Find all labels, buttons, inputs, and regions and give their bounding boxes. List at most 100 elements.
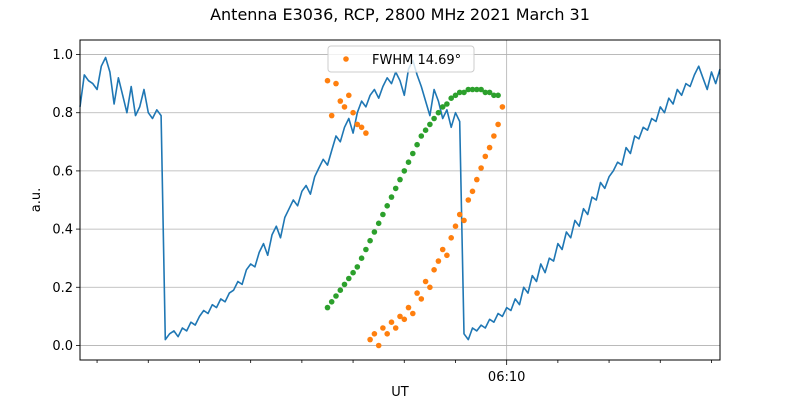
data-point-series-1	[324, 77, 331, 84]
data-point-series-1	[461, 217, 467, 224]
data-point-series-1	[465, 197, 472, 203]
data-point-series-2	[341, 281, 348, 288]
data-point-series-1	[448, 235, 455, 241]
data-point-series-1	[427, 284, 433, 291]
data-point-series-1	[367, 336, 373, 343]
data-point-series-1	[491, 133, 497, 139]
chart-title: Antenna E3036, RCP, 2800 MHz 2021 March …	[210, 5, 590, 24]
y-axis-label: a.u.	[29, 188, 44, 212]
legend: FWHM 14.69°	[327, 45, 475, 73]
data-point-series-2	[410, 150, 416, 157]
data-point-series-2	[401, 168, 408, 174]
data-point-series-1	[482, 153, 489, 160]
data-point-series-1	[371, 331, 378, 337]
data-point-series-1	[431, 267, 437, 273]
y-tick-label: 0.4	[52, 223, 73, 238]
data-point-series-1	[456, 211, 463, 218]
data-point-series-1	[410, 310, 416, 317]
data-point-series-2	[363, 246, 369, 253]
data-point-series-1	[439, 246, 446, 253]
data-point-series-1	[435, 258, 442, 264]
data-point-series-1	[418, 296, 425, 302]
data-point-series-2	[469, 86, 476, 93]
data-point-series-2	[461, 89, 467, 96]
data-point-series-2	[354, 264, 361, 270]
data-point-series-1	[392, 325, 399, 331]
data-point-series-2	[358, 255, 365, 261]
data-point-series-2	[448, 95, 455, 101]
data-point-series-1	[380, 325, 386, 331]
data-point-series-1	[363, 130, 369, 136]
data-point-series-1	[401, 316, 408, 323]
data-point-series-2	[478, 86, 484, 93]
data-point-series-1	[350, 109, 356, 116]
data-point-series-2	[380, 211, 386, 218]
data-point-series-2	[495, 92, 501, 99]
data-point-series-1	[414, 290, 420, 296]
data-point-series-1	[486, 144, 493, 151]
data-point-series-2	[384, 203, 391, 209]
data-point-series-1	[354, 121, 361, 128]
data-point-series-1	[478, 165, 484, 171]
data-point-series-2	[328, 299, 335, 305]
data-point-series-2	[371, 229, 378, 235]
data-point-series-2	[431, 115, 437, 122]
data-point-series-1	[333, 80, 339, 87]
y-ticks: 0.0 0.2 0.4 0.6 0.8 1.0	[52, 48, 80, 354]
data-point-series-2	[427, 121, 433, 128]
data-point-series-1	[341, 104, 348, 110]
data-point-series-1	[384, 331, 391, 337]
data-point-series-2	[414, 141, 420, 148]
series-layer	[79, 56, 721, 349]
data-point-series-1	[405, 304, 412, 311]
plot-area: 06:10 0.0 0.2 0.4 0.6 0.8 1.0	[52, 39, 721, 385]
data-point-series-2	[392, 185, 399, 192]
data-point-series-2	[405, 159, 412, 165]
data-point-series-2	[388, 194, 395, 200]
x-ticks: 06:10	[96, 360, 712, 385]
data-point-series-1	[337, 98, 344, 104]
y-tick-label: 0.0	[52, 339, 73, 354]
data-point-series-1	[328, 112, 335, 119]
series-line-0	[79, 56, 721, 341]
data-point-series-2	[452, 92, 459, 99]
axes-frame	[79, 39, 721, 361]
data-point-series-2	[337, 287, 344, 294]
data-point-series-1	[499, 104, 506, 110]
data-point-series-1	[474, 176, 480, 183]
x-tick-label: 06:10	[488, 370, 525, 385]
data-point-series-1	[346, 92, 352, 99]
data-point-series-2	[435, 109, 442, 116]
y-tick-label: 0.6	[52, 164, 73, 179]
data-point-series-2	[474, 86, 480, 93]
data-point-series-2	[333, 293, 339, 299]
y-tick-label: 1.0	[52, 48, 73, 63]
data-point-series-1	[375, 342, 382, 349]
y-tick-label: 0.2	[52, 281, 73, 296]
data-point-series-2	[465, 86, 472, 93]
data-point-series-1	[469, 188, 476, 195]
data-point-series-1	[397, 313, 403, 320]
legend-marker	[343, 56, 349, 62]
data-point-series-2	[439, 104, 446, 110]
data-point-series-2	[350, 269, 356, 276]
data-point-series-2	[375, 220, 382, 227]
data-point-series-1	[422, 278, 429, 285]
axes-background	[80, 40, 720, 360]
data-point-series-1	[495, 121, 501, 128]
data-point-series-2	[324, 304, 331, 311]
data-point-series-1	[388, 319, 395, 326]
data-point-series-2	[397, 176, 403, 183]
data-point-series-2	[491, 92, 497, 99]
legend-label: FWHM 14.69°	[372, 53, 461, 68]
data-point-series-1	[444, 252, 450, 259]
data-point-series-2	[482, 89, 489, 96]
data-point-series-2	[486, 89, 493, 96]
data-point-series-2	[444, 101, 450, 107]
data-point-series-2	[418, 133, 425, 139]
data-point-series-2	[422, 127, 429, 133]
x-axis-label: UT	[391, 385, 409, 400]
data-point-series-2	[456, 89, 463, 96]
data-point-series-1	[452, 223, 459, 229]
